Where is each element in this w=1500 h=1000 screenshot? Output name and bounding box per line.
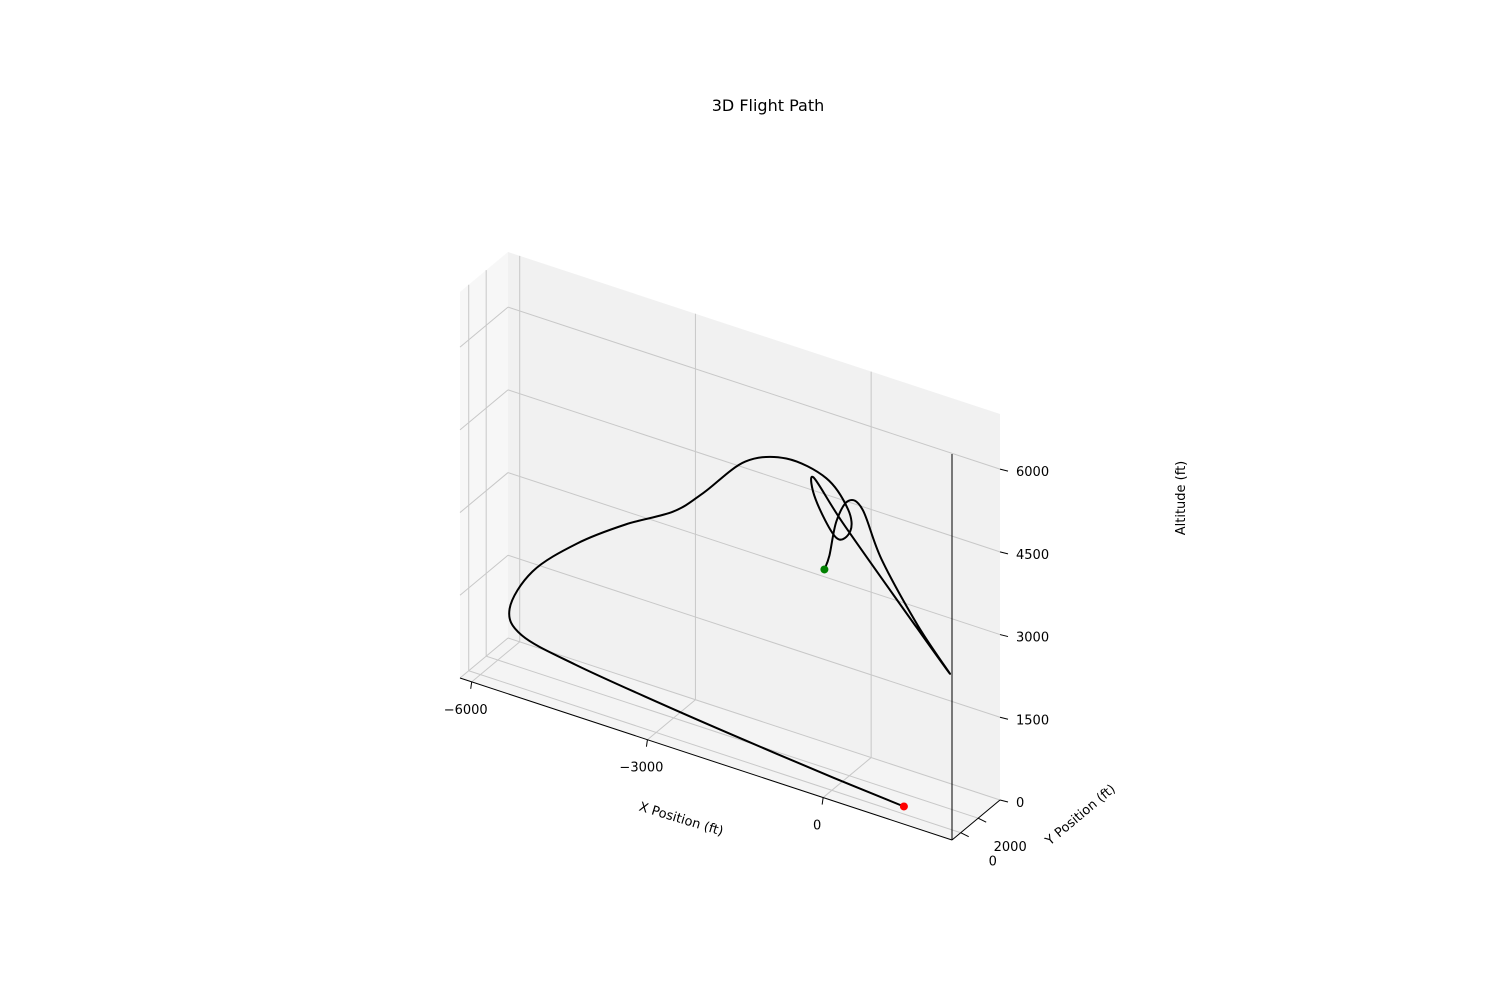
- z-tick-label: 3000: [1016, 631, 1049, 646]
- z-gridline-back: [507, 554, 1001, 718]
- x-axis-label: X Position (ft): [637, 800, 725, 840]
- y-axis-label: Y Position (ft): [1042, 782, 1119, 850]
- y-gridline-floor: [486, 655, 979, 819]
- z-tick-label: 0: [1016, 796, 1024, 811]
- z-gridline-left: [459, 637, 509, 679]
- x-tick-mark: [645, 739, 648, 747]
- start-point-marker: [899, 802, 908, 811]
- z-tick-mark: [999, 634, 1009, 638]
- z-gridline-left: [459, 472, 509, 513]
- z-gridline-left: [459, 306, 509, 348]
- chart-title: 3D Flight Path: [712, 96, 824, 115]
- x-tick-mark: [470, 681, 473, 689]
- floor-pane: [460, 638, 1000, 840]
- z-tick-mark: [999, 551, 1009, 555]
- z-gridline-back: [507, 389, 1001, 553]
- z-tick-mark: [999, 468, 1009, 472]
- x-gridline-floor: [647, 699, 696, 741]
- z-tick-label: 4500: [1016, 548, 1049, 563]
- y-tick-mark: [960, 832, 969, 838]
- z-tick-mark: [999, 799, 1009, 803]
- z-gridline-back: [507, 637, 1001, 801]
- x-tick-label: 0: [813, 819, 821, 834]
- z-tick-label: 1500: [1016, 713, 1049, 728]
- x-gridline-floor: [822, 757, 872, 798]
- y-tick-label: 2000: [994, 840, 1027, 855]
- end-point-marker: [820, 565, 829, 574]
- y-tick-label: 0: [989, 855, 997, 870]
- grid-lines: [459, 255, 1001, 834]
- z-axis-label: Altitude (ft): [1174, 461, 1189, 536]
- x-gridline-floor: [471, 641, 521, 683]
- y-gridline-floor: [468, 670, 961, 834]
- z-gridline-left: [459, 389, 509, 431]
- z-gridline-back: [507, 472, 1001, 636]
- y-tick-mark: [977, 817, 987, 823]
- z-tick-label: 6000: [1016, 465, 1049, 480]
- flight-path-line: [508, 455, 951, 808]
- z-gridline-back: [507, 306, 1001, 470]
- x-tick-label: −3000: [619, 761, 663, 776]
- back-pane: [508, 252, 1000, 800]
- series-layer: [508, 455, 951, 811]
- z-gridline-left: [459, 554, 509, 596]
- axis-lines: [459, 454, 1001, 841]
- x-tick-mark: [821, 797, 824, 805]
- left-pane: [460, 252, 508, 678]
- z-tick-mark: [999, 716, 1009, 720]
- x-tick-label: −6000: [444, 703, 488, 718]
- axis-panes: [460, 252, 1000, 840]
- y-axis-line: [951, 799, 1001, 841]
- x-axis-line: [459, 677, 953, 841]
